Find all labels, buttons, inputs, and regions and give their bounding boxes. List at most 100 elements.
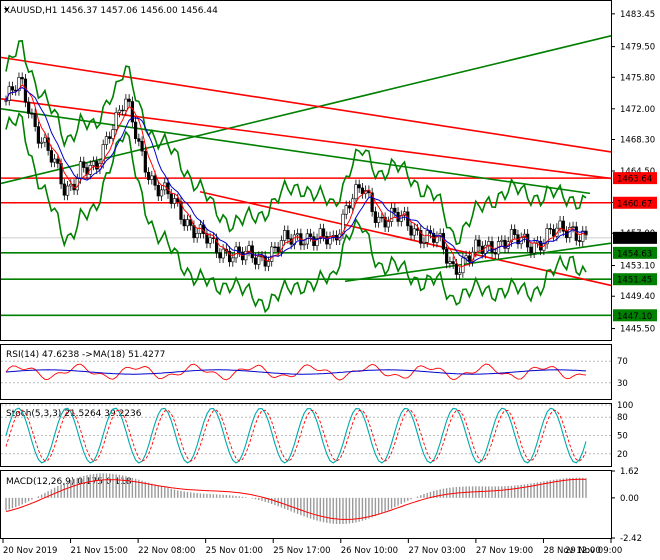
macd-tick-label: 0.00 — [620, 494, 639, 504]
candle-body — [302, 243, 306, 246]
stoch-level-label: 20 — [617, 450, 628, 460]
candle-body — [286, 230, 290, 240]
candle-body — [422, 241, 426, 244]
candle-body — [354, 184, 358, 200]
candle-body — [36, 126, 41, 144]
macd-pane[interactable] — [0, 470, 612, 539]
candle-body — [179, 201, 183, 220]
candle-body — [545, 228, 549, 245]
candle-body — [509, 229, 514, 243]
candle-body — [467, 255, 471, 262]
candle-body — [273, 246, 277, 249]
candle-body — [4, 100, 8, 102]
candle-body — [192, 225, 196, 239]
candle-body — [46, 137, 50, 151]
candle-body — [477, 239, 481, 247]
candle-body — [143, 150, 147, 173]
candle-body — [373, 211, 377, 223]
macd-signal-line — [5, 478, 587, 520]
support-trendline — [344, 242, 612, 283]
candle-body — [172, 198, 177, 204]
candle-body — [124, 98, 128, 111]
ma-slow-line — [0, 108, 591, 195]
stoch-level-label: 100 — [617, 401, 633, 411]
candle-body — [393, 207, 397, 213]
rsi-level-label: 70 — [617, 357, 628, 367]
candle-body — [380, 216, 384, 219]
rsi-level-label: 30 — [617, 379, 628, 389]
candle-body — [82, 161, 86, 168]
candle-body — [357, 184, 361, 189]
candle-body — [185, 219, 190, 227]
candle-body — [571, 226, 575, 228]
candle-body — [153, 175, 157, 186]
candle-body — [10, 86, 15, 91]
candle-body — [43, 137, 47, 143]
candle-body — [169, 193, 173, 204]
candle-body — [377, 216, 381, 223]
candle-body — [464, 255, 468, 259]
y-tick-label: 1449.40 — [620, 292, 655, 302]
y-tick-label: 1453.10 — [620, 262, 655, 272]
candle-body — [263, 255, 267, 267]
macd-tick-label: 1.62 — [620, 467, 639, 477]
candle-body — [503, 239, 507, 249]
x-tick-label: 25 Nov 01:00 — [206, 546, 263, 556]
candle-body — [156, 184, 160, 197]
x-tick-label: 25 Nov 17:00 — [273, 546, 330, 556]
candle-body — [182, 219, 186, 227]
upper-band — [5, 40, 587, 246]
candle-body — [270, 246, 274, 262]
candle-body — [215, 238, 219, 254]
macd-tick-label: -2.42 — [620, 534, 642, 544]
candle-body — [283, 230, 287, 241]
candle-body — [493, 252, 497, 255]
candle-body — [91, 161, 96, 166]
candle-body — [577, 240, 582, 242]
ma-mid — [5, 86, 587, 264]
candle-body — [555, 227, 559, 237]
candle-body — [435, 236, 439, 243]
symbol-header: XAUUSD,H1 1456.37 1457.06 1456.00 1456.4… — [4, 6, 218, 16]
candle-body — [146, 171, 151, 180]
candle-body — [56, 158, 60, 164]
candle-body — [33, 113, 37, 127]
y-tick-label: 1468.30 — [620, 135, 655, 145]
candle-body — [30, 113, 34, 115]
candle-body — [451, 261, 455, 265]
y-tick-label: 1472.00 — [620, 105, 655, 115]
price-tag — [613, 231, 657, 244]
candle-body — [584, 230, 588, 236]
candle-body — [351, 198, 355, 209]
lower-falling-line — [199, 190, 612, 287]
x-tick-label: 29 Nov 09:00 — [565, 546, 622, 556]
candle-body — [308, 233, 313, 237]
candle-body — [500, 239, 504, 242]
candle-body — [257, 256, 261, 265]
candle-body — [253, 257, 258, 265]
candle-body — [347, 205, 352, 209]
candle-body — [250, 245, 254, 259]
price-tag-label: 1463.64 — [617, 175, 652, 185]
price-tag — [613, 246, 657, 259]
candle-body — [551, 228, 556, 237]
candle-body — [104, 136, 109, 145]
candle-body — [321, 228, 326, 237]
price-tag-label: 1454.63 — [617, 249, 652, 259]
x-tick-label: 21 Nov 15:00 — [71, 546, 128, 556]
candle-body — [20, 77, 24, 80]
candle-body — [370, 192, 374, 212]
candle-body — [487, 241, 491, 246]
candle-body — [454, 263, 458, 275]
stoch-main-line — [5, 407, 587, 464]
candle-body — [318, 228, 322, 239]
x-tick-label: 27 Nov 03:00 — [408, 546, 465, 556]
stoch-signal-line — [5, 409, 587, 462]
candle-body — [409, 225, 413, 236]
y-tick-label: 1479.50 — [620, 43, 655, 53]
collapse-icon[interactable] — [4, 8, 9, 12]
rsi-ma-line — [5, 369, 587, 375]
candle-body — [108, 136, 112, 139]
